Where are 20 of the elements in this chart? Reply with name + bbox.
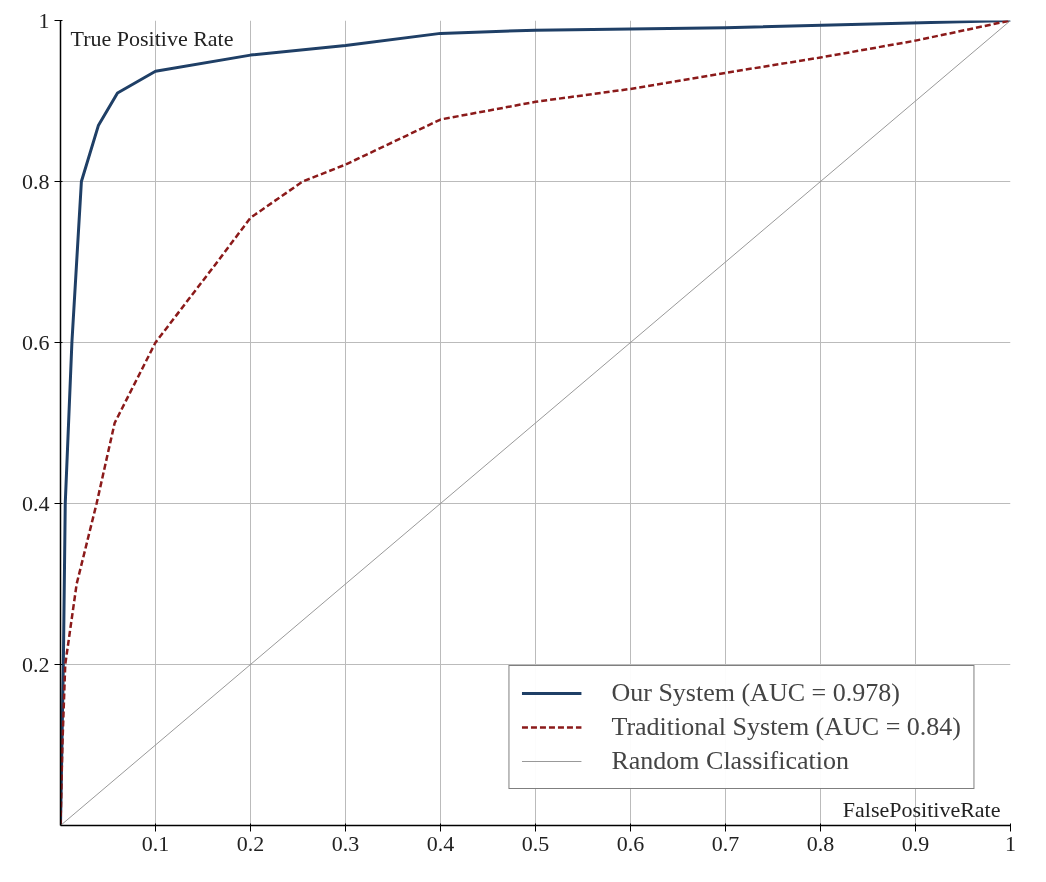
- legend-label: Our System (AUC = 0.978): [611, 678, 900, 708]
- legend-label: Traditional System (AUC = 0.84): [611, 712, 961, 742]
- y-tick-label: 0.8: [22, 168, 50, 194]
- x-tick-label: 0.2: [236, 830, 265, 856]
- x-tick-label: 0.6: [616, 830, 645, 856]
- x-tick-label: 0.5: [521, 830, 550, 856]
- x-tick-label: 0.3: [331, 830, 360, 856]
- y-axis-title: True Positive Rate: [70, 25, 234, 51]
- legend-label: Random Classification: [611, 746, 850, 776]
- x-tick-label: 0.9: [901, 830, 930, 856]
- y-tick-label: 0.6: [22, 329, 50, 355]
- y-tick-label: 0.2: [22, 651, 50, 677]
- x-axis-title: FalsePositiveRate: [842, 796, 1001, 822]
- x-tick-label: 1: [1005, 830, 1016, 856]
- y-tick-label: 0.4: [22, 490, 50, 516]
- x-tick-label: 0.4: [426, 830, 455, 856]
- x-tick-label: 0.1: [141, 830, 170, 856]
- x-tick-label: 0.7: [711, 830, 740, 856]
- x-tick-label: 0.8: [806, 830, 835, 856]
- y-tick-label: 1: [38, 7, 50, 33]
